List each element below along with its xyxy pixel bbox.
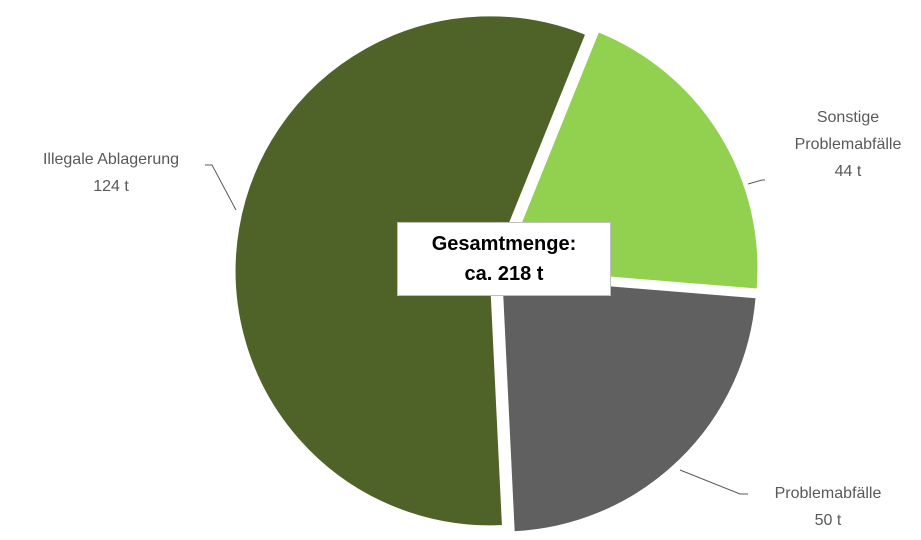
annotation-line: Gesamtmenge: — [431, 233, 577, 255]
pie-slice — [501, 276, 757, 533]
value-label: 50 t — [814, 512, 842, 529]
annotation-box: Gesamtmenge: ca. 218 t — [397, 222, 611, 296]
leader-line — [747, 179, 765, 185]
data-label: Problemabfälle 50 t — [748, 480, 908, 534]
value-label: 124 t — [93, 178, 129, 195]
data-label: Illegale Ablagerung 124 t — [15, 146, 207, 200]
leader-line — [679, 469, 748, 495]
leader-line — [205, 164, 237, 211]
category-label: Sonstige Problemabfälle — [794, 109, 902, 153]
category-label: Problemabfälle — [774, 485, 882, 502]
category-label: Illegale Ablagerung — [42, 151, 180, 168]
annotation-line: ca. 218 t — [464, 263, 544, 285]
value-label: 44 t — [834, 163, 862, 180]
data-label: Sonstige Problemabfälle 44 t — [778, 104, 918, 185]
